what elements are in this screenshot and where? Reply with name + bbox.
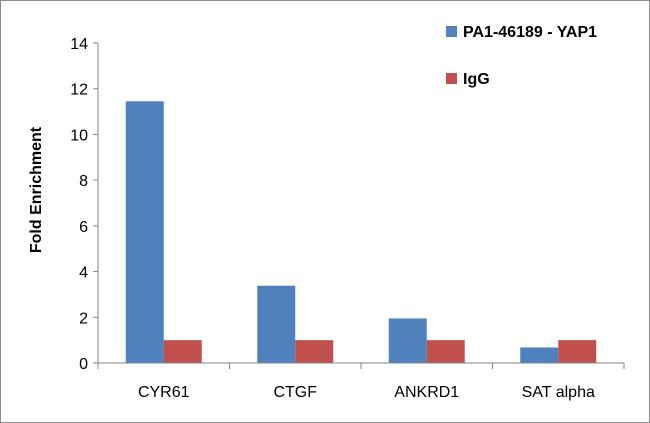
- y-tick-label: 12: [70, 82, 88, 99]
- y-axis-title: Fold Enrichment: [28, 126, 45, 253]
- bar-igg-sat-alpha: [558, 340, 597, 363]
- y-axis-ticks: 0 2 4 6 8 10 12 14: [70, 36, 98, 373]
- y-tick-label: 2: [79, 310, 88, 327]
- bars: [125, 101, 597, 364]
- y-tick-label: 10: [70, 127, 88, 144]
- bar-igg-ctgf: [295, 340, 334, 363]
- legend: PA1-46189 - YAP1 IgG: [446, 24, 597, 88]
- bar-igg-ankrd1: [426, 340, 465, 363]
- y-tick-label: 8: [79, 173, 88, 190]
- x-axis-labels: CYR61 CTGF ANKRD1 SAT alpha: [138, 384, 595, 401]
- x-category-label: SAT alpha: [522, 384, 595, 401]
- bar-yap1-ctgf: [257, 285, 296, 363]
- legend-label: PA1-46189 - YAP1: [463, 24, 597, 41]
- legend-label: IgG: [463, 71, 490, 88]
- axes: [97, 43, 625, 369]
- legend-swatch: [446, 26, 457, 37]
- bar-yap1-sat-alpha: [520, 347, 559, 363]
- bar-igg-cyr61: [163, 340, 202, 363]
- y-tick-label: 6: [79, 219, 88, 236]
- x-category-label: CTGF: [273, 384, 317, 401]
- y-tick-label: 4: [79, 265, 88, 282]
- x-category-label: ANKRD1: [394, 384, 459, 401]
- x-category-label: CYR61: [138, 384, 190, 401]
- y-tick-label: 0: [79, 356, 88, 373]
- legend-swatch: [446, 73, 457, 84]
- bar-yap1-ankrd1: [388, 318, 427, 363]
- bar-yap1-cyr61: [125, 101, 164, 364]
- y-tick-label: 14: [70, 36, 88, 53]
